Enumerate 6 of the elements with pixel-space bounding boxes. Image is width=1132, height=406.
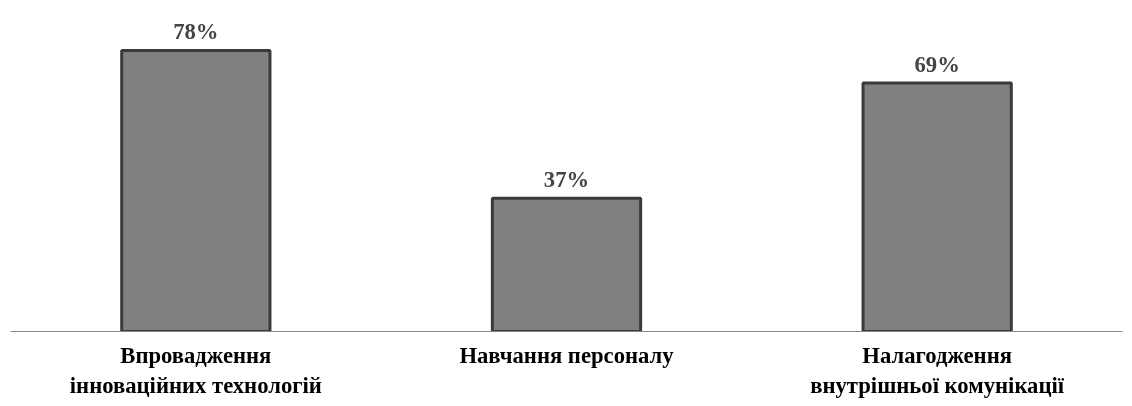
- x-tick-label: Навчання персоналу: [459, 342, 675, 368]
- data-label: 37%: [543, 167, 590, 193]
- data-label: 78%: [173, 19, 219, 45]
- x-tick-label: Впровадження інноваційних технологій: [69, 342, 322, 398]
- x-tick-label: Налагодження внутрішньої комунікації: [810, 342, 1065, 398]
- data-label: 69%: [914, 51, 960, 77]
